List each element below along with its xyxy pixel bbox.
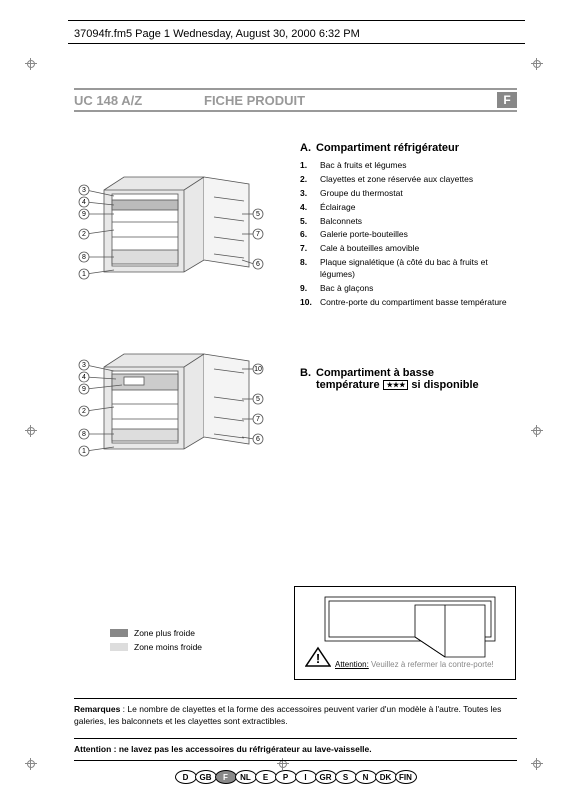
svg-text:8: 8 bbox=[82, 254, 86, 261]
parts-list-item: 5.Balconnets bbox=[300, 216, 517, 228]
legend-swatch-colder bbox=[110, 629, 128, 637]
svg-text:9: 9 bbox=[82, 386, 86, 393]
svg-text:5: 5 bbox=[256, 396, 260, 403]
parts-list-item: 4.Éclairage bbox=[300, 202, 517, 214]
language-pill-fin: FIN bbox=[395, 770, 417, 784]
diagram-b: 3 4 9 2 8 1 10 5 7 6 bbox=[74, 319, 284, 474]
language-pill-n: N bbox=[355, 770, 377, 784]
svg-text:6: 6 bbox=[256, 436, 260, 443]
svg-text:7: 7 bbox=[256, 231, 260, 238]
section-b-text: B.Compartiment à basse température ★ ★ ★… bbox=[284, 367, 517, 474]
remarks-text: Remarques : Le nombre de clayettes et la… bbox=[74, 698, 517, 761]
legend-swatch-less-cold bbox=[110, 643, 128, 651]
crop-mark bbox=[531, 425, 543, 437]
document-title: FICHE PRODUIT bbox=[204, 93, 497, 108]
parts-list-item: 6.Galerie porte-bouteilles bbox=[300, 229, 517, 241]
svg-text:1: 1 bbox=[82, 448, 86, 455]
svg-text:5: 5 bbox=[256, 211, 260, 218]
crop-mark bbox=[25, 758, 37, 770]
parts-list-item: 10.Contre-porte du compartiment basse te… bbox=[300, 297, 517, 309]
fridge-diagram-b: 3 4 9 2 8 1 10 5 7 6 bbox=[74, 319, 284, 474]
language-pill-dk: DK bbox=[375, 770, 397, 784]
title-bar: UC 148 A/Z FICHE PRODUIT F bbox=[74, 88, 517, 112]
crop-mark bbox=[25, 425, 37, 437]
svg-text:1: 1 bbox=[82, 271, 86, 278]
crop-mark bbox=[25, 58, 37, 70]
language-pill-gb: GB bbox=[195, 770, 217, 784]
crop-mark bbox=[531, 758, 543, 770]
parts-list-item: 7.Cale à bouteilles amovible bbox=[300, 243, 517, 255]
svg-text:3: 3 bbox=[82, 187, 86, 194]
parts-list-item: 2.Clayettes et zone réservée aux clayett… bbox=[300, 174, 517, 186]
page-content: UC 148 A/Z FICHE PRODUIT F bbox=[74, 88, 517, 750]
section-a-title: A.Compartiment réfrigérateur bbox=[300, 142, 517, 154]
warning-box: ! Attention: Veuillez à refermer la cont… bbox=[294, 586, 516, 680]
legend-less-cold: Zone moins froide bbox=[110, 642, 202, 652]
svg-text:9: 9 bbox=[82, 211, 86, 218]
svg-text:8: 8 bbox=[82, 431, 86, 438]
crop-mark bbox=[531, 58, 543, 70]
legend-colder: Zone plus froide bbox=[110, 628, 202, 638]
language-pill-p: P bbox=[275, 770, 297, 784]
model-code: UC 148 A/Z bbox=[74, 93, 204, 108]
language-badge: F bbox=[497, 92, 517, 108]
attention-footer: Attention : ne lavez pas les accessoires… bbox=[74, 738, 517, 761]
svg-text:7: 7 bbox=[256, 416, 260, 423]
svg-text:4: 4 bbox=[82, 199, 86, 206]
parts-list-item: 9.Bac à glaçons bbox=[300, 283, 517, 295]
parts-list-a: 1.Bac à fruits et légumes 2.Clayettes et … bbox=[300, 160, 517, 309]
language-pill-f: F bbox=[215, 770, 237, 784]
diagram-a: 3 4 9 2 8 1 5 7 6 bbox=[74, 142, 284, 311]
parts-list-item: 1.Bac à fruits et légumes bbox=[300, 160, 517, 172]
language-pill-gr: GR bbox=[315, 770, 337, 784]
svg-text:2: 2 bbox=[82, 408, 86, 415]
svg-text:4: 4 bbox=[82, 374, 86, 381]
fridge-diagram-a: 3 4 9 2 8 1 5 7 6 bbox=[74, 142, 284, 292]
svg-text:3: 3 bbox=[82, 362, 86, 369]
warning-text: Attention: Veuillez à refermer la contre… bbox=[335, 660, 494, 669]
language-pill-s: S bbox=[335, 770, 357, 784]
svg-text:2: 2 bbox=[82, 231, 86, 238]
file-header: 37094fr.fm5 Page 1 Wednesday, August 30,… bbox=[74, 28, 360, 40]
language-strip: DGBFNLEPIGRSNDKFIN bbox=[74, 770, 517, 784]
warning-triangle-icon: ! bbox=[305, 646, 331, 671]
language-pill-d: D bbox=[175, 770, 197, 784]
svg-text:10: 10 bbox=[254, 366, 262, 373]
svg-text:!: ! bbox=[316, 651, 320, 666]
section-b-title: B.Compartiment à basse température ★ ★ ★… bbox=[300, 367, 517, 391]
star-rating-icon: ★ ★ ★ bbox=[383, 380, 409, 390]
language-pill-e: E bbox=[255, 770, 277, 784]
temperature-legend: Zone plus froide Zone moins froide bbox=[110, 628, 202, 656]
content-row-b: 3 4 9 2 8 1 10 5 7 6 B.Compartiment à basse tem… bbox=[74, 319, 517, 474]
parts-list-item: 3.Groupe du thermostat bbox=[300, 188, 517, 200]
language-pill-nl: NL bbox=[235, 770, 257, 784]
svg-text:6: 6 bbox=[256, 261, 260, 268]
section-a-text: A.Compartiment réfrigérateur 1.Bac à fru… bbox=[284, 142, 517, 311]
parts-list-item: 8.Plaque signalétique (à côté du bac à f… bbox=[300, 257, 517, 281]
content-row-a: 3 4 9 2 8 1 5 7 6 A.Compartiment réfrigérateur… bbox=[74, 142, 517, 311]
language-pill-i: I bbox=[295, 770, 317, 784]
